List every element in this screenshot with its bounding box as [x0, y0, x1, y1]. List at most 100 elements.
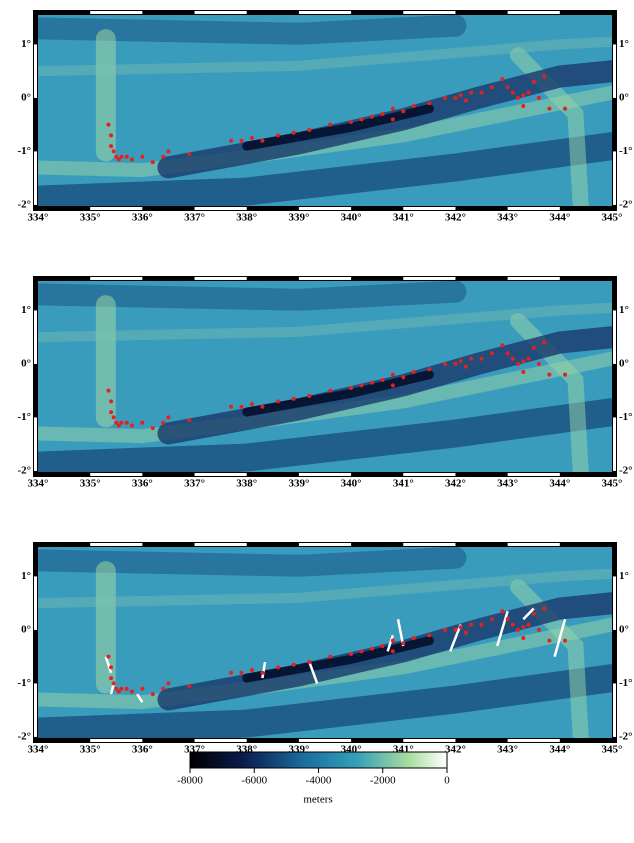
event [116, 689, 121, 694]
event [119, 420, 124, 425]
event [479, 356, 484, 361]
event [390, 372, 395, 377]
event [510, 622, 515, 627]
y-tick-label: -1° [619, 677, 633, 689]
x-tick-label: 345° [602, 212, 623, 224]
event [150, 160, 155, 165]
y-tick-label: 0° [619, 357, 629, 369]
event [307, 394, 312, 399]
x-tick-label: 343° [497, 478, 518, 490]
strike-line [261, 661, 267, 679]
event [239, 670, 244, 675]
frame-segment [34, 683, 37, 737]
frame-segment [194, 739, 247, 742]
y-tick-label: -2° [619, 198, 633, 210]
x-tick-label: 337° [184, 478, 205, 490]
frame-segment [507, 739, 560, 742]
event [479, 622, 484, 627]
event [489, 85, 494, 90]
event [516, 627, 521, 632]
frame-segment [298, 543, 352, 546]
strike-line [136, 693, 144, 703]
x-tick-label: 345° [602, 478, 623, 490]
event [111, 681, 116, 686]
event [109, 144, 114, 149]
event [443, 95, 448, 100]
y-tick-label: 1° [619, 304, 629, 316]
event [516, 95, 521, 100]
event [109, 665, 114, 670]
event [109, 676, 114, 681]
trench-axis [242, 104, 434, 151]
frame-segment [403, 473, 456, 476]
event [390, 106, 395, 111]
x-tick-label: 345° [602, 744, 623, 756]
ridge [38, 302, 612, 343]
event [109, 399, 114, 404]
event [124, 154, 129, 159]
y-tick-label: -1° [619, 145, 633, 157]
y-tick-label: 0° [21, 623, 31, 635]
y-tick-label: 1° [21, 38, 31, 50]
event [116, 423, 121, 428]
event [500, 343, 505, 348]
event [411, 635, 416, 640]
upper-deep [38, 15, 467, 45]
y-tick-label: -1° [17, 677, 31, 689]
event [526, 90, 531, 95]
event [349, 120, 354, 125]
frame-segment [194, 207, 247, 210]
frame-segment [613, 417, 616, 471]
event [547, 372, 552, 377]
event [106, 388, 111, 393]
x-tick-label: 334° [28, 744, 49, 756]
frame-segment [90, 207, 143, 210]
frame-segment [194, 277, 247, 280]
upper-deep [38, 281, 467, 311]
frame-segment [34, 151, 37, 205]
frame-segment [613, 44, 616, 98]
event [114, 420, 119, 425]
y-tick-label: 0° [619, 623, 629, 635]
event [401, 375, 406, 380]
x-tick-label: 343° [497, 212, 518, 224]
frame-segment [90, 543, 143, 546]
y-tick-label: 1° [21, 570, 31, 582]
x-tick-label: 344° [549, 212, 570, 224]
event [427, 367, 432, 372]
colorbar-label: meters [303, 794, 332, 806]
y-tick-label: 0° [619, 91, 629, 103]
event [563, 372, 568, 377]
strike-line [522, 607, 535, 621]
trench [157, 592, 612, 711]
deep-band [38, 664, 612, 738]
event [380, 643, 385, 648]
event [106, 654, 111, 659]
frame-segment [403, 543, 456, 546]
frame-segment [90, 277, 143, 280]
event [291, 662, 296, 667]
frame-segment [613, 151, 616, 205]
frame-segment [613, 576, 616, 630]
event [531, 611, 536, 616]
event [260, 138, 265, 143]
trench-axis [242, 370, 434, 417]
event [229, 138, 234, 143]
x-tick-label: 338° [236, 478, 257, 490]
event [505, 351, 510, 356]
trench [157, 326, 612, 445]
event [458, 93, 463, 98]
colorbar-tick-label: -6000 [241, 775, 267, 787]
x-tick-label: 336° [132, 744, 153, 756]
event [521, 93, 526, 98]
frame-segment [403, 739, 456, 742]
colorbar-tick-label: -2000 [370, 775, 396, 787]
event [427, 633, 432, 638]
event [390, 383, 395, 388]
strike-line [104, 656, 113, 674]
event [249, 402, 254, 407]
frame-segment [90, 473, 143, 476]
colorbar-tick-label: -4000 [306, 775, 332, 787]
event [380, 111, 385, 116]
x-tick-label: 341° [393, 212, 414, 224]
